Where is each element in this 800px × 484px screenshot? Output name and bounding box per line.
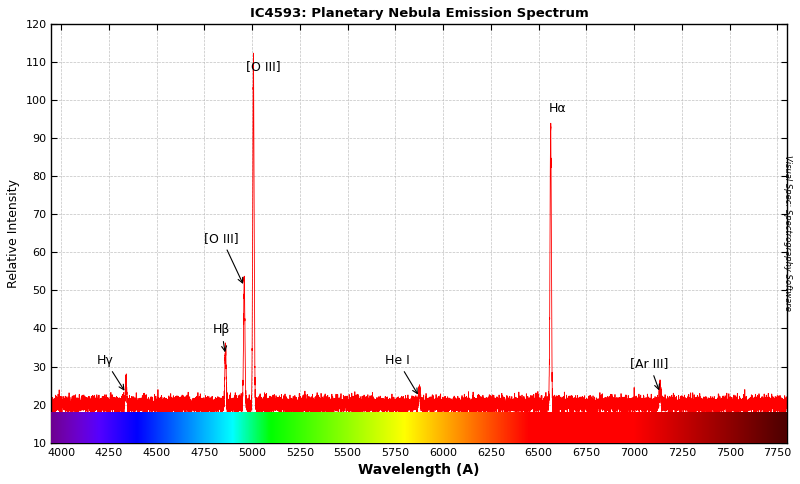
Text: Hα: Hα	[549, 102, 566, 115]
Text: He I: He I	[385, 353, 418, 393]
Y-axis label: Relative Intensity: Relative Intensity	[7, 179, 20, 288]
Text: [O III]: [O III]	[246, 60, 281, 74]
Text: Hγ: Hγ	[97, 353, 124, 390]
Text: [Ar III]: [Ar III]	[630, 357, 669, 389]
Text: Visual Spec: Spectrography Software: Visual Spec: Spectrography Software	[783, 155, 792, 311]
Text: Hβ: Hβ	[213, 323, 230, 351]
X-axis label: Wavelength (A): Wavelength (A)	[358, 463, 480, 477]
Title: IC4593: Planetary Nebula Emission Spectrum: IC4593: Planetary Nebula Emission Spectr…	[250, 7, 589, 20]
Text: [O III]: [O III]	[204, 232, 242, 283]
